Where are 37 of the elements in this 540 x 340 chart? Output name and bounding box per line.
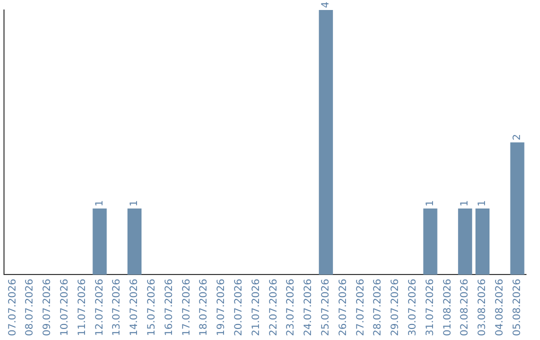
data-label: 1 <box>477 200 488 207</box>
x-tick-label: 13.07.2026 <box>112 278 123 336</box>
x-tick-label: 31.07.2026 <box>424 278 436 336</box>
x-tick-label: 27.07.2026 <box>355 278 366 336</box>
x-tick-label: 30.07.2026 <box>407 278 418 336</box>
x-tick-label: 09.07.2026 <box>42 278 54 336</box>
x-tick-label: 26.07.2026 <box>338 278 349 336</box>
x-tick-label: 20.07.2026 <box>233 278 244 336</box>
x-tick-label: 03.08.2026 <box>477 278 488 336</box>
data-label: 1 <box>94 200 106 207</box>
x-tick-label: 10.07.2026 <box>59 278 70 336</box>
x-tick-label: 18.07.2026 <box>198 278 210 336</box>
x-tick-label: 08.07.2026 <box>24 278 36 336</box>
data-label: 1 <box>424 200 436 207</box>
x-tick-label: 19.07.2026 <box>216 278 228 336</box>
x-tick-label: 24.07.2026 <box>303 278 314 336</box>
x-tick-label: 22.07.2026 <box>268 278 280 336</box>
x-tick-label: 14.07.2026 <box>129 278 140 336</box>
x-tick-label: 29.07.2026 <box>390 278 402 336</box>
data-label: 2 <box>512 134 523 140</box>
x-tick-label: 12.07.2026 <box>94 278 106 336</box>
x-tick-label: 25.07.2026 <box>320 278 332 336</box>
x-tick-label: 16.07.2026 <box>164 278 175 336</box>
x-tick-label: 01.08.2026 <box>442 278 454 336</box>
x-tick-label: 05.08.2026 <box>512 278 523 336</box>
data-label: 1 <box>129 200 140 207</box>
x-tick-label: 07.07.2026 <box>7 278 18 336</box>
x-tick-label: 21.07.2026 <box>250 278 262 336</box>
x-tick-label: 11.07.2026 <box>76 278 88 336</box>
x-tick-label: 15.07.2026 <box>146 278 158 336</box>
x-tick-label: 17.07.2026 <box>181 278 192 336</box>
data-label: 4 <box>320 2 332 8</box>
data-label: 1 <box>460 200 471 207</box>
x-tick-label: 28.07.2026 <box>372 278 384 336</box>
x-tick-label: 23.07.2026 <box>286 278 297 336</box>
x-tick-label: 04.08.2026 <box>494 278 506 336</box>
x-tick-label: 02.08.2026 <box>460 278 471 336</box>
